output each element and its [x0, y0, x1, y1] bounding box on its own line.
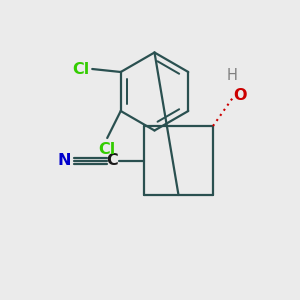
- Text: H: H: [226, 68, 237, 83]
- Text: N: N: [58, 153, 71, 168]
- Text: Cl: Cl: [72, 61, 89, 76]
- Text: O: O: [233, 88, 247, 103]
- Text: Cl: Cl: [99, 142, 116, 157]
- Text: C: C: [106, 153, 119, 168]
